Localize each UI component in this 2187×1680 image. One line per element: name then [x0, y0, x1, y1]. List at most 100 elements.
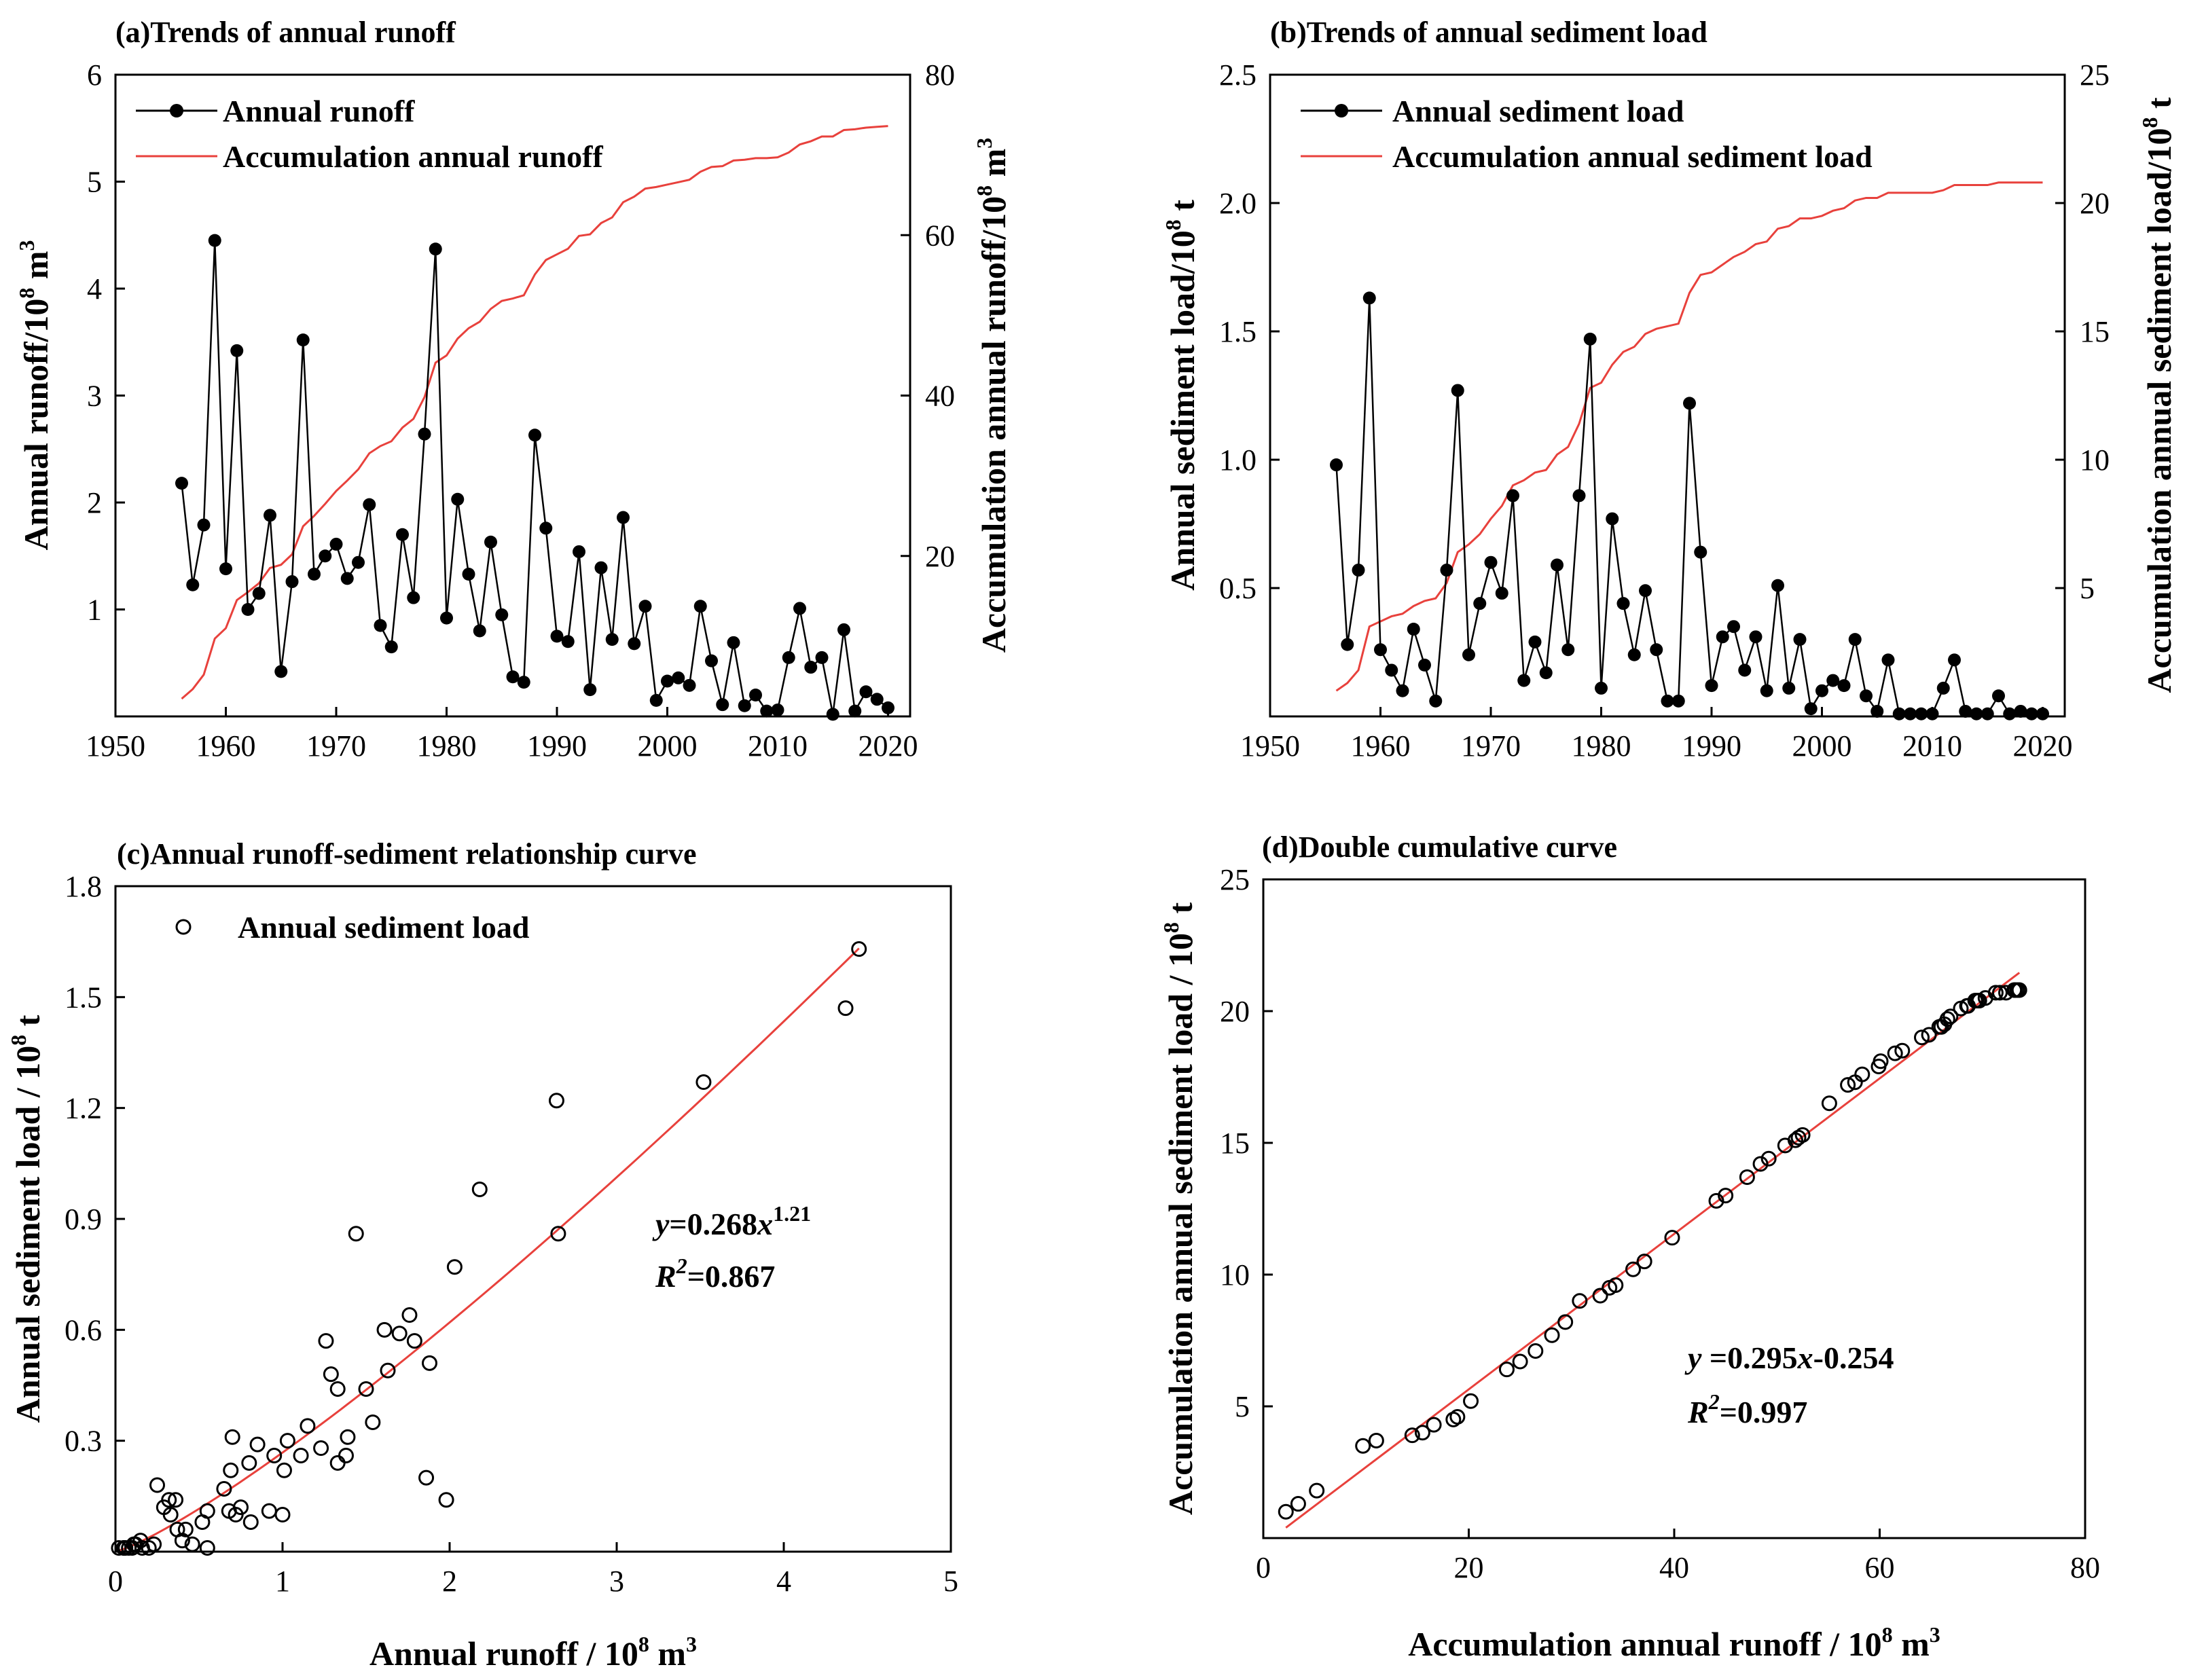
panel-b-annual-line: [1335, 297, 2043, 715]
scatter-point: [323, 1366, 339, 1383]
annual-point: [804, 661, 818, 674]
y-tick-label: 1.0: [1219, 443, 1257, 477]
scatter-point: [1942, 1008, 1959, 1025]
legend-marker-annual-runoff: [170, 104, 183, 117]
annual-point: [451, 492, 465, 506]
scatter-point: [1625, 1261, 1641, 1277]
annual-point: [1330, 458, 1343, 472]
annual-point: [1374, 643, 1387, 657]
scatter-point: [1414, 1425, 1430, 1441]
annual-point: [1904, 707, 1917, 720]
y-tick-label: 0.9: [65, 1203, 102, 1236]
scatter-point: [548, 1093, 564, 1109]
annual-point: [186, 578, 200, 591]
scatter-point: [550, 1226, 566, 1242]
scatter-point: [1854, 1066, 1870, 1082]
annual-point: [1407, 622, 1420, 636]
x-tick-label: 80: [2070, 1551, 2100, 1584]
annual-point: [882, 701, 894, 714]
annual-point: [771, 704, 784, 717]
scatter-point: [1739, 1169, 1755, 1185]
annual-point: [264, 509, 276, 522]
annual-point: [484, 535, 497, 549]
annual-point: [517, 676, 530, 689]
annual-point: [1771, 579, 1784, 592]
annual-point: [1793, 633, 1807, 646]
annual-point: [495, 608, 509, 621]
x-tick-label: 3: [609, 1565, 624, 1598]
annual-point: [407, 591, 420, 604]
scatter-point: [2011, 982, 2027, 998]
scatter-point: [391, 1326, 408, 1342]
annual-point: [2036, 707, 2049, 720]
panel-c-ticks: 0 1 2 3 4 5 0.3 0.6 0.9 1.2 1.5 1.8: [65, 870, 958, 1598]
annual-point: [1981, 707, 1994, 720]
scatter-point: [406, 1333, 422, 1349]
annual-point: [1583, 332, 1597, 346]
scatter-point: [376, 1321, 393, 1338]
panel-d-ticks: 0 20 40 60 80 5 10 15 20 25: [1220, 863, 2100, 1584]
scatter-point: [1528, 1343, 1544, 1359]
x-tick-label: 1960: [1351, 729, 1411, 763]
annual-point: [1915, 707, 1928, 720]
annual-point: [506, 670, 520, 684]
annual-point: [605, 633, 619, 646]
y-tick-label: 20: [1220, 995, 1250, 1028]
panel-b-accumulation-line: [1335, 181, 2043, 692]
annual-point: [528, 428, 541, 442]
annual-point: [1506, 489, 1519, 503]
x-tick-label: 1970: [306, 729, 366, 763]
scatter-point: [1873, 1053, 1889, 1070]
annual-point: [219, 562, 232, 576]
annual-point: [1782, 681, 1796, 695]
scatter-point: [329, 1381, 346, 1397]
scatter-point: [156, 1499, 172, 1516]
annual-point: [1385, 663, 1398, 677]
annual-point: [1848, 633, 1862, 646]
annual-point: [1484, 555, 1498, 569]
y-tick-label: 6: [87, 58, 102, 92]
annual-point: [1705, 679, 1718, 693]
annual-point: [1992, 689, 2005, 703]
annual-point: [363, 498, 376, 511]
annual-point: [418, 427, 431, 441]
annual-point: [1451, 384, 1464, 397]
annual-point: [1926, 707, 1939, 720]
annual-point: [285, 575, 299, 589]
annual-point: [1804, 702, 1818, 716]
scatter-point: [1426, 1417, 1442, 1433]
annual-point: [2025, 707, 2038, 720]
scatter-point: [1290, 1496, 1306, 1512]
scatter-point: [446, 1259, 463, 1275]
y-tick-label: 0.5: [1219, 572, 1257, 605]
annual-point: [440, 611, 453, 625]
annual-point: [705, 654, 718, 668]
annual-point: [693, 600, 707, 613]
panel-c-fit-curve: [118, 947, 860, 1552]
annual-point: [749, 689, 762, 701]
scatter-point: [1794, 1127, 1811, 1143]
annual-point: [815, 651, 829, 664]
scatter-point: [340, 1429, 356, 1445]
legend-label-annual-runoff: Annual runoff: [223, 94, 415, 128]
scatter-point: [111, 1540, 127, 1556]
scatter-point: [279, 1433, 295, 1449]
annual-point: [319, 549, 332, 563]
y-tick-label: 15: [1220, 1127, 1250, 1160]
scatter-point: [223, 1462, 239, 1478]
scatter-point: [313, 1440, 329, 1457]
annual-point: [296, 333, 310, 347]
x-tick-label: 2000: [1792, 729, 1852, 763]
panel-c-plot-frame: [114, 885, 952, 1553]
scatter-point: [1636, 1254, 1652, 1270]
annual-point: [793, 602, 806, 615]
panel-d: (d)Double cumulative curve 0 20 40 60 80 5 10 1…: [1159, 830, 2100, 1663]
annual-point: [760, 704, 774, 718]
x-tick-label: 2020: [858, 729, 918, 763]
annual-point: [308, 568, 321, 581]
annual-point: [340, 572, 354, 585]
scatter-point: [1512, 1353, 1528, 1370]
scatter-point: [300, 1418, 316, 1434]
scatter-point: [266, 1447, 283, 1463]
